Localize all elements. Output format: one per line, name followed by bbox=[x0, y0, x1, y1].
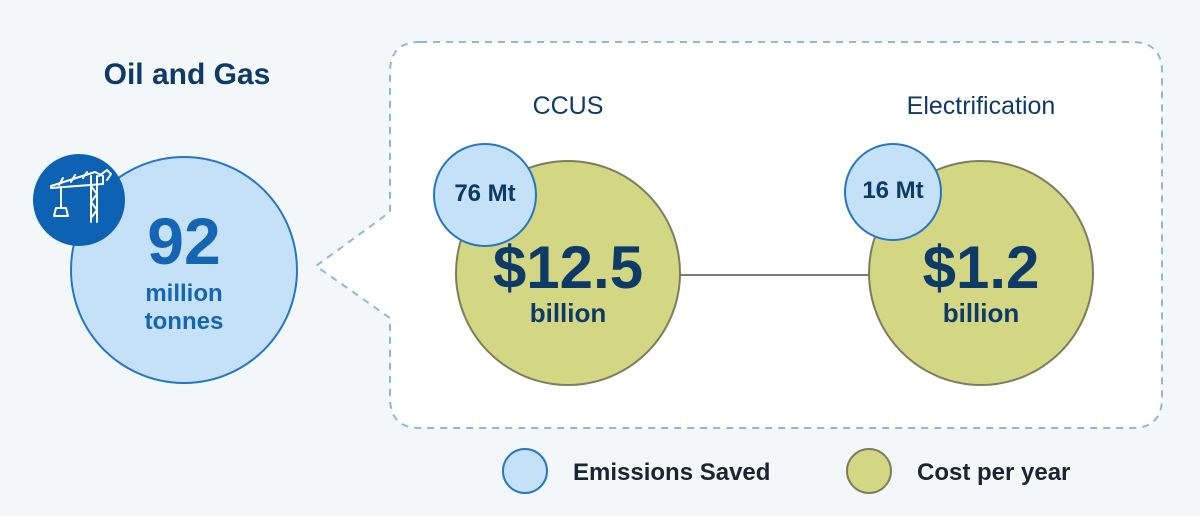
total-emissions-unit: million tonnes bbox=[70, 280, 298, 336]
legend-label-emissions-saved: Emissions Saved bbox=[573, 459, 771, 486]
oil-rig-icon-badge bbox=[33, 154, 125, 246]
ccus-cost-value: $12.5 bbox=[492, 234, 644, 301]
sector-title: Oil and Gas bbox=[103, 58, 271, 91]
electrification-emissions-saved-circle bbox=[844, 143, 942, 241]
oil-rig-icon bbox=[50, 169, 112, 223]
total-unit-line1: million bbox=[145, 280, 223, 307]
ccus-emissions-saved-circle bbox=[433, 143, 537, 247]
ccus-cost-unit: billion bbox=[529, 298, 607, 328]
ccus-emissions-saved-value: 76 Mt bbox=[454, 180, 516, 207]
legend-swatch-cost-per-year bbox=[846, 448, 892, 494]
option-title-electrification: Electrification bbox=[906, 92, 1056, 120]
electrification-emissions-saved-value: 16 Mt bbox=[862, 177, 924, 204]
electrification-cost-unit: billion bbox=[942, 298, 1020, 328]
total-unit-line2: tonnes bbox=[144, 308, 224, 335]
legend-swatch-emissions-saved bbox=[502, 448, 548, 494]
connector-line bbox=[678, 274, 872, 276]
total-emissions-value: 92 bbox=[147, 204, 221, 278]
option-title-ccus: CCUS bbox=[532, 92, 604, 120]
electrification-cost-value: $1.2 bbox=[922, 234, 1040, 301]
legend-label-cost-per-year: Cost per year bbox=[917, 459, 1071, 486]
